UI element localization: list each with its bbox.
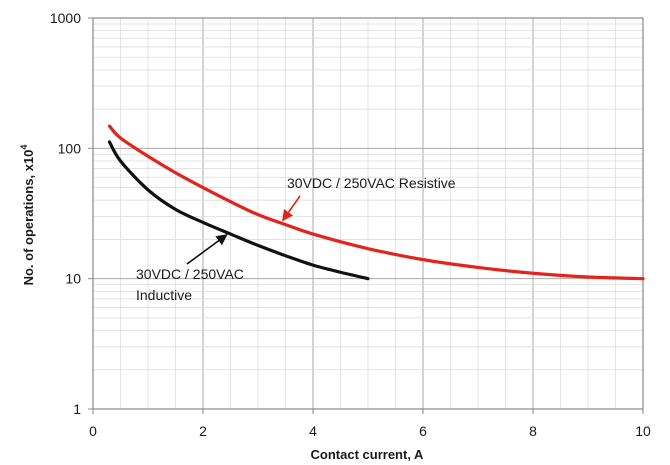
inductive-annotation-arrow bbox=[186, 234, 228, 265]
y-tick-label: 1 bbox=[73, 401, 81, 417]
x-tick-label: 8 bbox=[529, 423, 537, 439]
x-tick-label: 2 bbox=[199, 423, 207, 439]
y-axis: 1 10 100 1000 bbox=[50, 10, 93, 417]
x-tick-label: 6 bbox=[419, 423, 427, 439]
y-axis-title: No. of operations, x104 bbox=[19, 145, 36, 286]
x-tick-label: 0 bbox=[89, 423, 97, 439]
x-tick-label: 4 bbox=[309, 423, 317, 439]
inductive-series-line bbox=[107, 140, 370, 281]
y-tick-label: 100 bbox=[58, 140, 82, 156]
resistive-series-line bbox=[107, 124, 645, 281]
series-layer bbox=[107, 124, 645, 281]
y-tick-label: 1000 bbox=[50, 10, 81, 26]
y-axis-title-exponent: 4 bbox=[19, 145, 29, 150]
x-axis-title: Contact current, A bbox=[311, 447, 425, 462]
x-axis: 0 2 4 6 8 10 bbox=[89, 409, 651, 439]
plot-frame bbox=[92, 17, 644, 410]
resistive-annotation-arrow bbox=[282, 195, 301, 222]
y-tick-label: 10 bbox=[65, 271, 81, 287]
y-axis-title-text: No. of operations, x10 bbox=[21, 150, 36, 286]
inductive-annotation-label-line2: Inductive bbox=[136, 287, 192, 303]
grid bbox=[93, 18, 643, 409]
x-tick-label: 10 bbox=[635, 423, 651, 439]
inductive-annotation-label-line1: 30VDC / 250VAC bbox=[136, 266, 244, 282]
resistive-annotation-label: 30VDC / 250VAC Resistive bbox=[287, 175, 456, 191]
